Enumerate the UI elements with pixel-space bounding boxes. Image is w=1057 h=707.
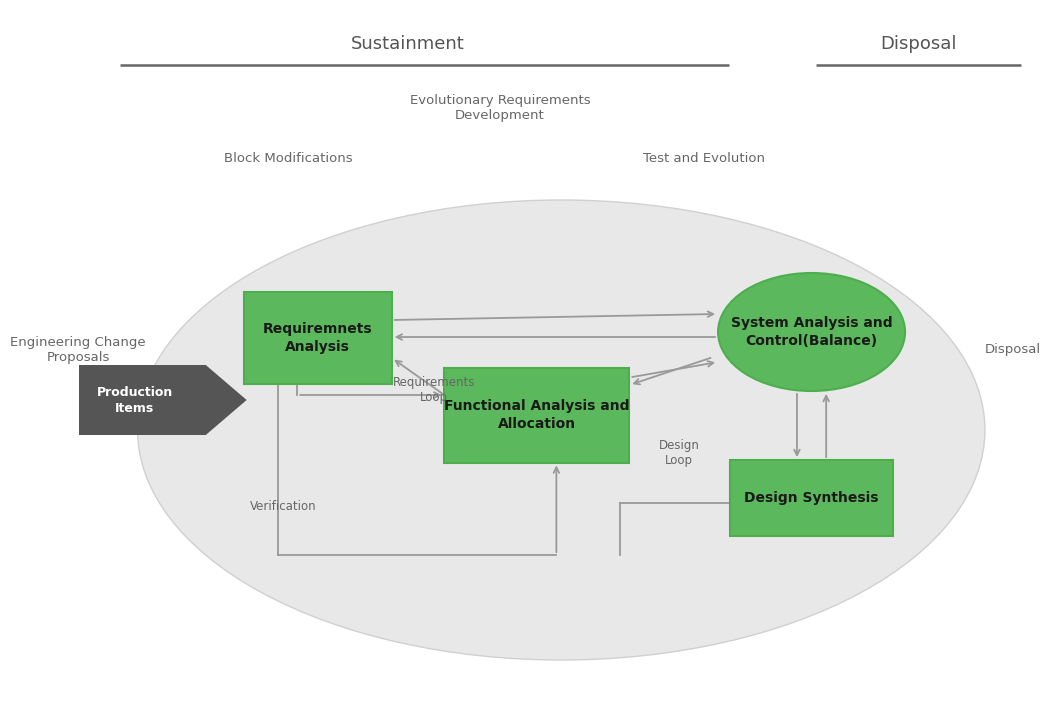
Ellipse shape	[718, 273, 905, 391]
Text: Block Modifications: Block Modifications	[224, 151, 353, 165]
Text: Test and Evolution: Test and Evolution	[644, 151, 765, 165]
Text: Design Synthesis: Design Synthesis	[744, 491, 878, 505]
Text: System Analysis and
Control(Balance): System Analysis and Control(Balance)	[730, 316, 892, 348]
Text: Requirements
Loop: Requirements Loop	[393, 376, 476, 404]
FancyBboxPatch shape	[729, 460, 893, 536]
FancyBboxPatch shape	[244, 292, 392, 384]
Text: Disposal: Disposal	[880, 35, 957, 53]
Text: Functional Analysis and
Allocation: Functional Analysis and Allocation	[444, 399, 630, 431]
FancyBboxPatch shape	[444, 368, 629, 462]
Text: Sustainment: Sustainment	[351, 35, 464, 53]
Text: Evolutionary Requirements
Development: Evolutionary Requirements Development	[409, 94, 590, 122]
Text: Engineering Change
Proposals: Engineering Change Proposals	[11, 336, 146, 364]
Ellipse shape	[137, 200, 985, 660]
Text: Verification: Verification	[249, 500, 316, 513]
Text: Production
Items: Production Items	[96, 385, 172, 414]
Text: Requiremnets
Analysis: Requiremnets Analysis	[263, 322, 372, 354]
Text: Design
Loop: Design Loop	[659, 439, 700, 467]
Polygon shape	[206, 365, 246, 435]
Text: Disposal: Disposal	[985, 344, 1041, 356]
FancyBboxPatch shape	[79, 365, 206, 435]
